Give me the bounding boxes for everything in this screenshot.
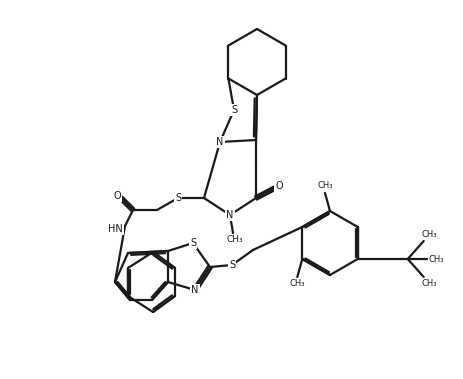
Text: CH₃: CH₃: [289, 279, 304, 288]
Text: N: N: [191, 285, 198, 295]
Text: O: O: [275, 181, 282, 191]
Text: CH₃: CH₃: [226, 235, 243, 244]
Text: N: N: [226, 210, 233, 220]
Text: S: S: [231, 105, 237, 115]
Text: CH₃: CH₃: [421, 279, 437, 288]
Text: CH₃: CH₃: [428, 255, 444, 263]
Text: O: O: [113, 191, 120, 201]
Text: HN: HN: [108, 224, 123, 234]
Text: S: S: [228, 260, 235, 270]
Text: S: S: [175, 193, 181, 203]
Text: CH₃: CH₃: [317, 182, 332, 191]
Text: S: S: [189, 238, 196, 248]
Text: CH₃: CH₃: [421, 230, 437, 240]
Text: N: N: [216, 137, 223, 147]
